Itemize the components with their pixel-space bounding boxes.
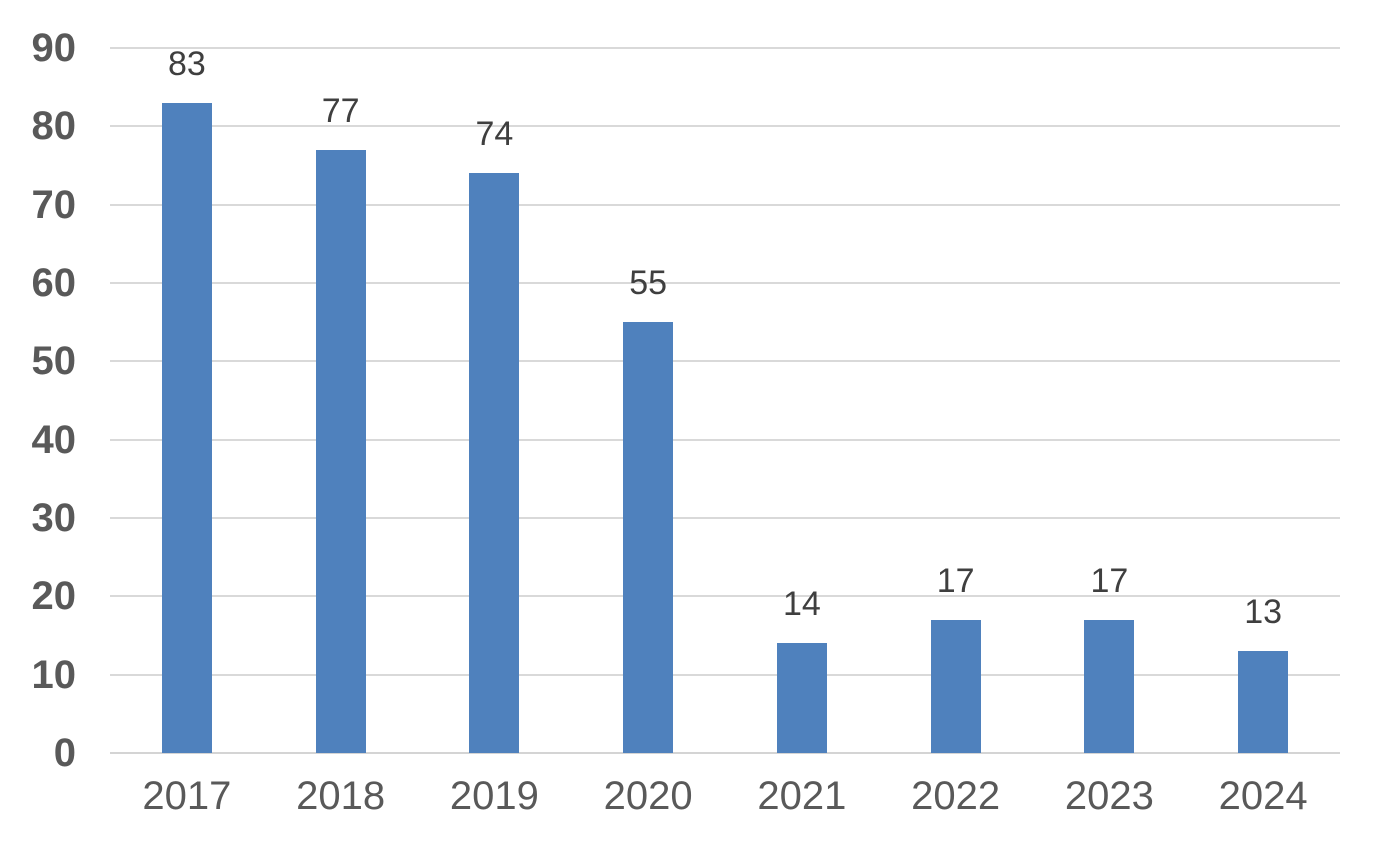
y-tick-label: 30 xyxy=(31,496,77,540)
x-axis-baseline xyxy=(110,752,1340,754)
y-tick-label: 10 xyxy=(31,652,77,697)
bar-2023 xyxy=(1084,619,1135,753)
x-tick-label: 2017 xyxy=(142,774,232,818)
y-tick-label: 20 xyxy=(31,574,77,619)
data-label: 55 xyxy=(629,264,668,303)
data-label: 17 xyxy=(936,561,975,600)
data-label: 83 xyxy=(167,44,206,83)
y-tick-label: 70 xyxy=(31,182,77,227)
bar-2018 xyxy=(315,149,366,753)
data-label: 17 xyxy=(1090,561,1129,600)
y-tick-label: 90 xyxy=(31,26,77,70)
y-tick-label: 40 xyxy=(31,417,77,462)
bar-2021 xyxy=(776,643,827,753)
x-tick-label: 2020 xyxy=(603,774,693,818)
bar-2024 xyxy=(1238,651,1289,753)
y-axis: 0 10 20 30 40 50 60 70 80 90 xyxy=(0,28,77,773)
gridline xyxy=(110,673,1340,676)
bar-2019 xyxy=(469,173,520,753)
y-tick-label: 0 xyxy=(53,731,76,775)
y-tick-label: 80 xyxy=(31,104,77,149)
x-tick-label: 2022 xyxy=(911,774,1001,818)
gridline xyxy=(110,360,1340,363)
plot-area: 83 77 74 55 14 17 17 13 xyxy=(110,44,1340,754)
gridline xyxy=(110,517,1340,519)
gridline xyxy=(110,203,1340,206)
gridline xyxy=(110,595,1340,598)
y-tick-label: 50 xyxy=(31,339,77,384)
data-label: 14 xyxy=(782,585,821,624)
x-tick-label: 2018 xyxy=(296,774,386,818)
gridline xyxy=(110,47,1340,49)
x-tick-label: 2023 xyxy=(1064,774,1154,818)
data-label: 74 xyxy=(475,115,514,154)
y-tick-label: 60 xyxy=(31,261,77,305)
gridline xyxy=(110,282,1340,284)
bar-2017 xyxy=(161,102,212,753)
x-tick-label: 2019 xyxy=(449,774,539,818)
x-tick-label: 2024 xyxy=(1218,774,1308,818)
gridline xyxy=(110,438,1340,441)
bar-2022 xyxy=(930,619,981,753)
x-tick-label: 2021 xyxy=(757,774,847,818)
gridline xyxy=(110,125,1340,128)
x-axis: 2017 2018 2019 2020 2021 2022 2023 2024 xyxy=(110,776,1340,836)
data-label: 77 xyxy=(321,91,360,130)
data-label: 13 xyxy=(1244,593,1283,632)
bar-2020 xyxy=(623,322,674,753)
